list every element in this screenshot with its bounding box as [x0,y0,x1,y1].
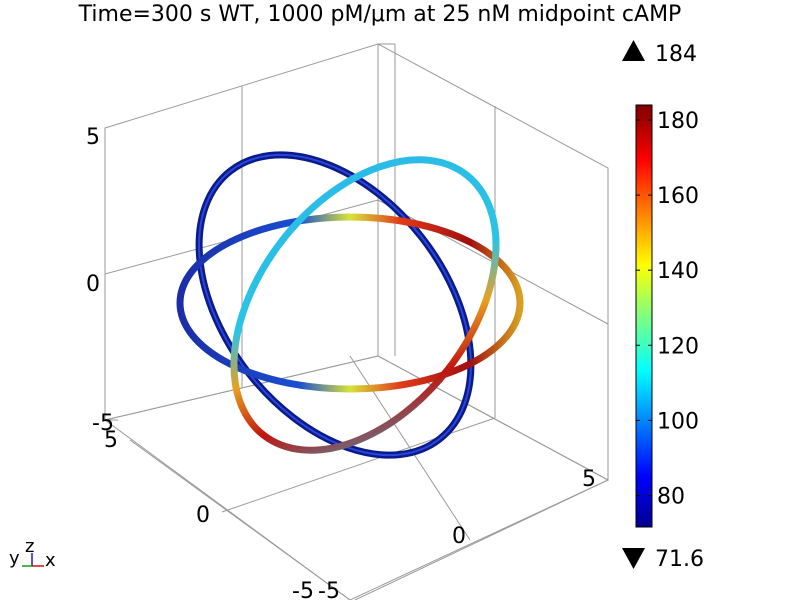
colorbar: 180 160 140 120 100 80 [635,104,699,528]
axis-triad: x y z [9,536,56,571]
ring-horizontal [176,213,524,393]
y-tick-0: 0 [196,503,210,528]
colorbar-ticks: 180 160 140 120 100 80 [636,109,699,509]
axis-box [103,43,610,600]
plot-title: Time=300 s WT, 1000 pM/μm at 25 nM midpo… [78,2,682,27]
colorbar-tick-label: 180 [657,109,699,134]
colorbar-tick-label: 120 [657,334,699,359]
triad-z-label: z [25,536,34,557]
colorbar-tick-label: 160 [657,184,699,209]
colorbar-tick-label: 100 [657,409,699,434]
colorbar-min-label: 71.6 [655,547,704,572]
y-tick-5: 5 [104,428,118,453]
x-tick-neg5: -5 [318,579,340,600]
colorbar-tick-label: 140 [657,259,699,284]
triad-y-label: y [9,548,20,569]
z-tick-neg5: -5 [92,411,114,436]
triangle-up-icon [622,40,645,61]
y-tick-neg5: -5 [292,579,314,600]
colorbar-max-label: 184 [655,42,697,67]
ring-tilted-cyan [230,156,500,454]
x-tick-5: 5 [582,467,596,492]
triangle-down-icon [622,548,645,569]
colorbar-tick-label: 80 [657,484,685,509]
z-tick-5: 5 [86,125,100,150]
z-tick-0: 0 [86,272,100,297]
x-tick-0: 0 [452,524,466,549]
triad-x-label: x [45,550,56,571]
